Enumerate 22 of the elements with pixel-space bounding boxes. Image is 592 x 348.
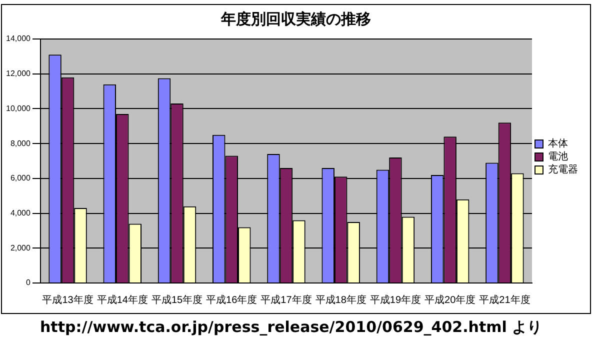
x-tick-label: 平成17年度 [260, 294, 312, 306]
y-tick-label: 2,000 [10, 243, 32, 252]
y-tick-label: 10,000 [6, 104, 32, 113]
y-tick-label: 6,000 [10, 174, 32, 183]
legend-label: 充電器 [548, 164, 578, 176]
x-tick-label: 平成21年度 [479, 294, 530, 306]
x-tick-label: 平成18年度 [315, 294, 366, 306]
y-tick-label: 8,000 [10, 138, 32, 148]
text: http://www.tca.or.jp/press_release/2010/0629_402.html より [40, 318, 542, 337]
chart-title: 年度別回収実績の推移 [220, 10, 371, 28]
x-tick-label: 平成16年度 [206, 294, 258, 306]
x-tick-label: 平成19年度 [370, 294, 422, 306]
y-tick-label: 0 [26, 278, 32, 288]
legend-label: 電池 [548, 150, 568, 163]
x-tick-label: 平成13年度 [42, 294, 94, 306]
legend-label: 本体 [548, 138, 568, 150]
y-tick-label: 4,000 [10, 208, 32, 218]
y-tick-label: 14,000 [6, 34, 32, 44]
x-tick-label: 平成14年度 [96, 294, 148, 306]
y-tick-label: 12,000 [6, 69, 32, 78]
x-tick-label: 平成15年度 [151, 294, 203, 306]
x-tick-label: 平成20年度 [424, 294, 476, 306]
